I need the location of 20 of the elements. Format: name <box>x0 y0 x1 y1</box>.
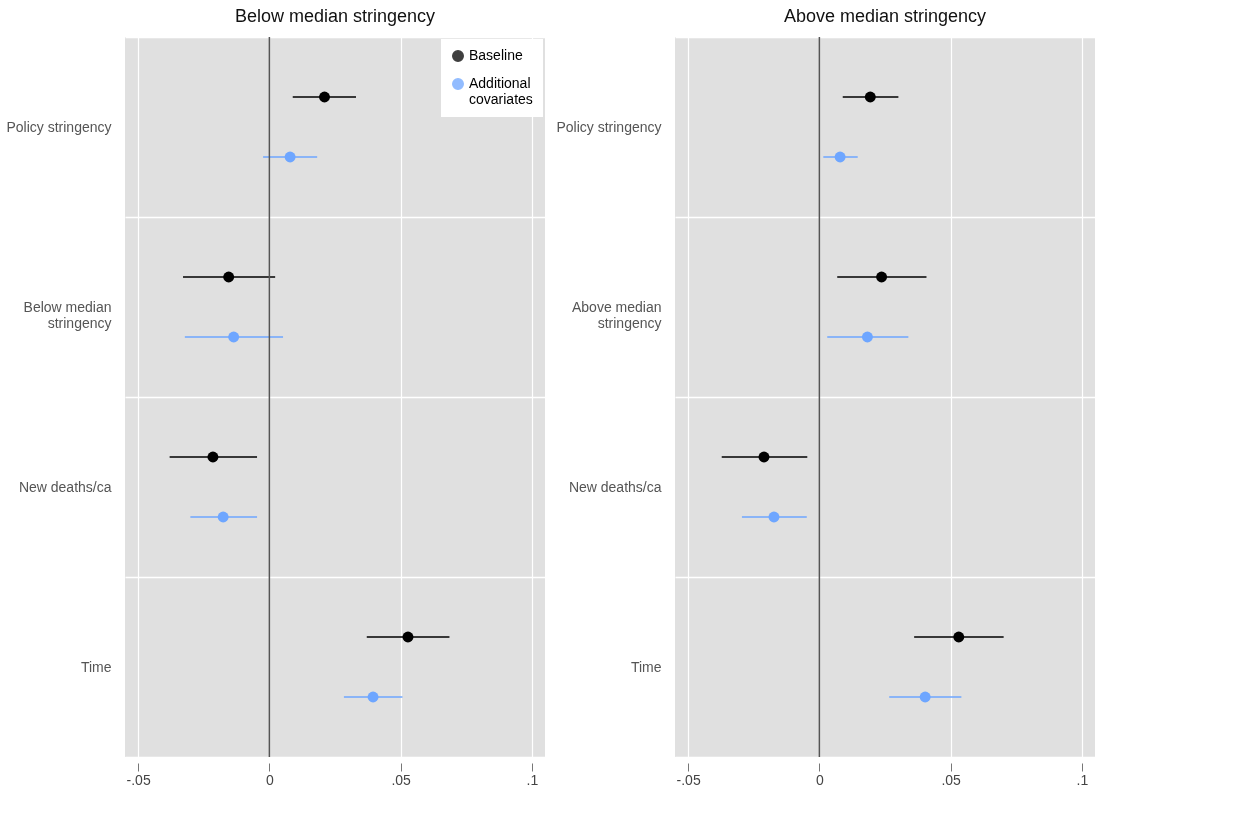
x-tick-label: .05 <box>941 771 962 788</box>
y-tick-label: Below median stringency <box>23 298 112 331</box>
chart-title: Below median stringency <box>234 6 436 26</box>
y-tick-label: Time <box>630 658 662 675</box>
y-tick-label: New deaths/ca <box>568 478 662 495</box>
legend-label: Additional covariates <box>469 75 533 107</box>
x-tick-label: .05 <box>391 771 412 788</box>
x-tick-label: .1 <box>526 771 539 788</box>
y-tick-label: Policy stringency <box>556 118 662 135</box>
legend-label: Baseline <box>469 47 523 63</box>
y-tick-label: New deaths/ca <box>18 478 112 495</box>
x-tick-label: 0 <box>265 771 274 788</box>
x-tick-label: -.05 <box>676 771 701 788</box>
chart-title: Above median stringency <box>783 6 987 26</box>
y-tick-label: Above median stringency <box>571 298 662 331</box>
x-tick-label: .1 <box>1076 771 1089 788</box>
x-tick-label: 0 <box>815 771 824 788</box>
y-tick-label: Time <box>80 658 112 675</box>
x-tick-label: -.05 <box>126 771 151 788</box>
y-tick-label: Policy stringency <box>6 118 112 135</box>
